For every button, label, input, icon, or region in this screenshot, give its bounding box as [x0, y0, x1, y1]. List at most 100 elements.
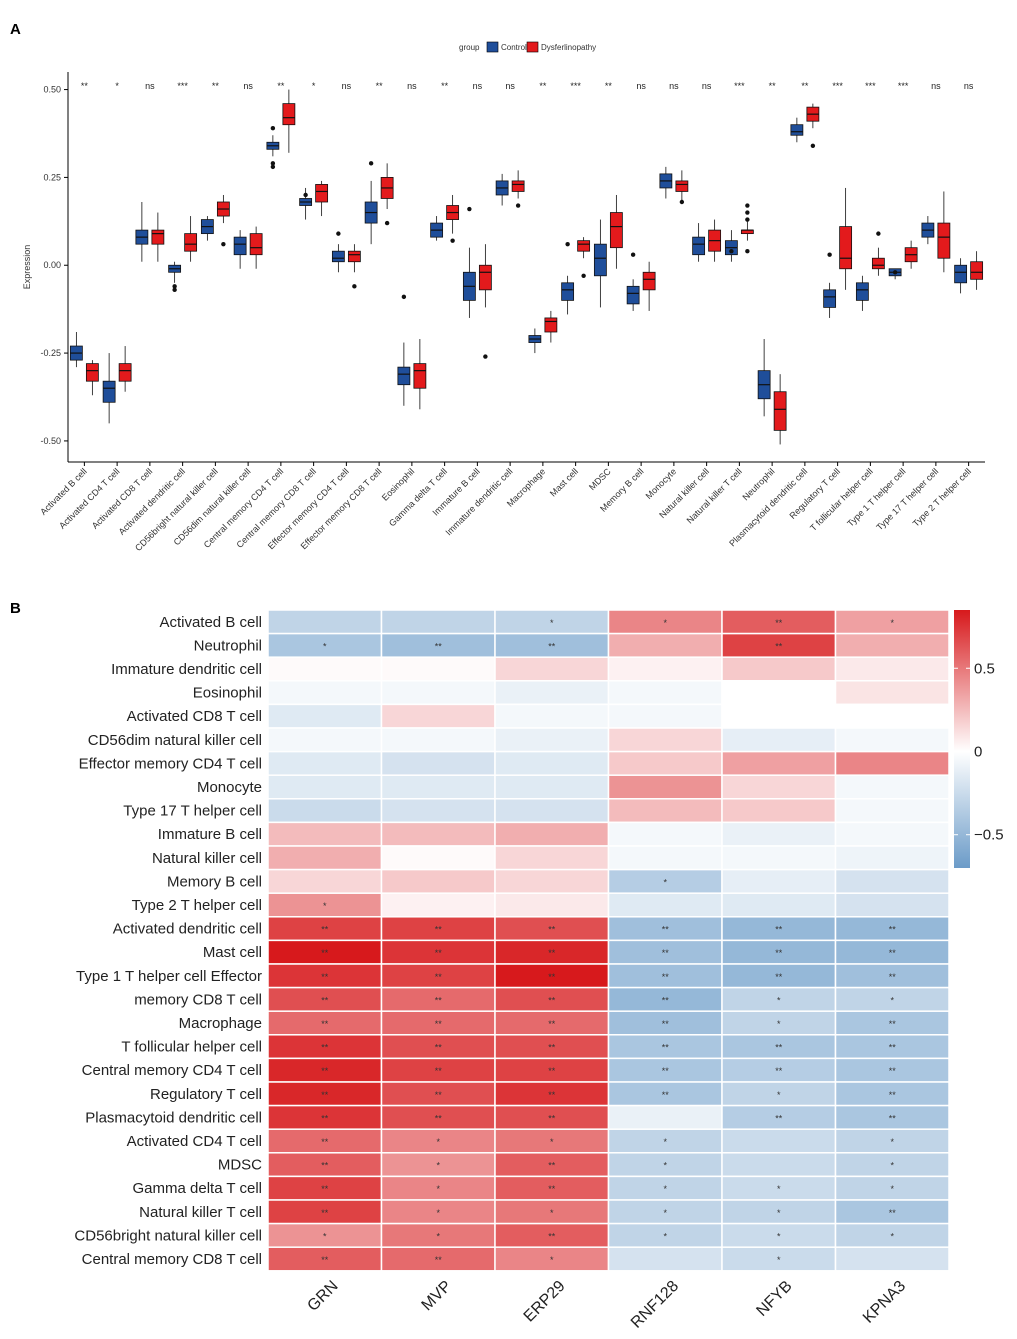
cell-significance: ** — [321, 1066, 329, 1076]
heatmap-cell — [494, 868, 610, 894]
cell-significance: ** — [435, 641, 443, 651]
heatmap-cell — [494, 703, 610, 729]
box-dysferlinopathy — [839, 226, 853, 270]
significance-label: * — [312, 81, 316, 91]
significance-label: ** — [605, 81, 613, 91]
heatmap-cell — [494, 798, 610, 824]
cell-significance: ** — [889, 925, 897, 935]
x-tick-label: Mast cell — [548, 466, 580, 498]
heatmap-cell — [834, 703, 950, 729]
box-control — [233, 236, 247, 256]
scale-tick-label: 0.5 — [974, 660, 995, 677]
cell-significance: * — [663, 1137, 667, 1147]
outlier-point — [270, 164, 276, 170]
outlier-point — [401, 294, 407, 300]
box-dysferlinopathy — [773, 391, 787, 431]
box-dysferlinopathy — [970, 261, 984, 280]
outlier-point — [368, 161, 374, 166]
cell-significance: ** — [548, 1043, 556, 1053]
heatmap-cell — [267, 821, 383, 847]
y-tick-label: -0.25 — [40, 348, 61, 358]
cell-significance: ** — [889, 1090, 897, 1100]
row-label: Regulatory T cell — [150, 1086, 262, 1103]
row-label: Activated dendritic cell — [113, 921, 262, 938]
row-label: Type 2 T helper cell — [132, 897, 262, 914]
legend-swatch-1 — [526, 41, 539, 53]
x-tick-label: Type 2 T helper cell — [911, 466, 973, 528]
cell-significance: ** — [775, 972, 783, 982]
cell-significance: ** — [775, 1043, 783, 1053]
significance-label: ** — [539, 81, 547, 91]
outlier-point — [876, 231, 881, 236]
significance-label: ns — [669, 81, 679, 91]
cell-significance: ** — [435, 995, 443, 1005]
heatmap-cell — [494, 845, 610, 871]
heatmap-cell — [380, 774, 496, 800]
cell-significance: * — [777, 1090, 781, 1100]
box-control — [397, 366, 411, 386]
cell-significance: ** — [435, 948, 443, 958]
cell-significance: * — [890, 1184, 894, 1194]
box-dysferlinopathy — [937, 222, 951, 259]
cell-significance: ** — [321, 995, 329, 1005]
significance-label: ** — [277, 81, 285, 91]
significance-label: ns — [931, 81, 941, 91]
heatmap-cell — [380, 821, 496, 847]
heatmap-cell — [380, 845, 496, 871]
row-label: Mast cell — [203, 944, 262, 961]
box-dysferlinopathy — [609, 212, 623, 249]
cell-significance: * — [550, 1208, 554, 1218]
box-dysferlinopathy — [642, 271, 656, 291]
outlier-point — [810, 143, 816, 148]
significance-label: ns — [636, 81, 646, 91]
significance-label: *** — [865, 81, 876, 91]
heatmap-cell — [607, 821, 723, 847]
significance-label: ** — [212, 81, 220, 91]
y-tick-label: 0.25 — [43, 172, 61, 182]
cell-significance: ** — [775, 925, 783, 935]
heatmap-cell — [721, 845, 837, 871]
heatmap-chart: Activated B cell * * ** *Neutrophil * ** ** **Im… — [74, 609, 1004, 1332]
cell-significance: ** — [662, 948, 670, 958]
cell-significance: ** — [435, 1066, 443, 1076]
heatmap-cell — [721, 727, 837, 753]
row-label: Central memory CD8 T cell — [82, 1251, 262, 1268]
box-dysferlinopathy — [577, 240, 591, 252]
outlier-point — [221, 241, 226, 247]
cell-significance: ** — [662, 972, 670, 982]
cell-significance: ** — [321, 972, 329, 982]
row-label: T follicular helper cell — [121, 1039, 262, 1056]
box-dysferlinopathy — [151, 229, 165, 245]
heatmap-cell — [721, 774, 837, 800]
cell-significance: ** — [435, 1255, 443, 1265]
heatmap-cell — [834, 1246, 950, 1272]
box-dysferlinopathy — [347, 250, 361, 263]
cell-significance: ** — [548, 972, 556, 982]
cell-significance: * — [550, 618, 554, 628]
significance-label: ns — [473, 81, 483, 91]
heatmap-cell — [607, 632, 723, 658]
box-control — [626, 285, 640, 305]
outlier-point — [745, 217, 750, 222]
cell-significance: ** — [435, 1043, 443, 1053]
heatmap-cell — [267, 680, 383, 706]
cell-significance: ** — [889, 1208, 897, 1218]
box-control — [855, 282, 869, 301]
significance-label: ns — [505, 81, 515, 91]
row-label: Type 17 T helper cell — [123, 803, 262, 820]
box-control — [692, 236, 706, 256]
cell-significance: ** — [548, 1019, 556, 1029]
significance-label: ns — [342, 81, 352, 91]
cell-significance: * — [777, 1208, 781, 1218]
heatmap-cell — [267, 868, 383, 894]
heatmap-cell — [721, 1152, 837, 1178]
cell-significance: * — [777, 995, 781, 1005]
box-dysferlinopathy — [315, 184, 329, 203]
cell-significance: ** — [548, 1113, 556, 1123]
outlier-point — [483, 354, 488, 359]
heatmap-cell — [607, 727, 723, 753]
cell-significance: * — [777, 1019, 781, 1029]
cell-significance: ** — [662, 925, 670, 935]
cell-significance: ** — [775, 618, 783, 628]
cell-significance: ** — [889, 1019, 897, 1029]
